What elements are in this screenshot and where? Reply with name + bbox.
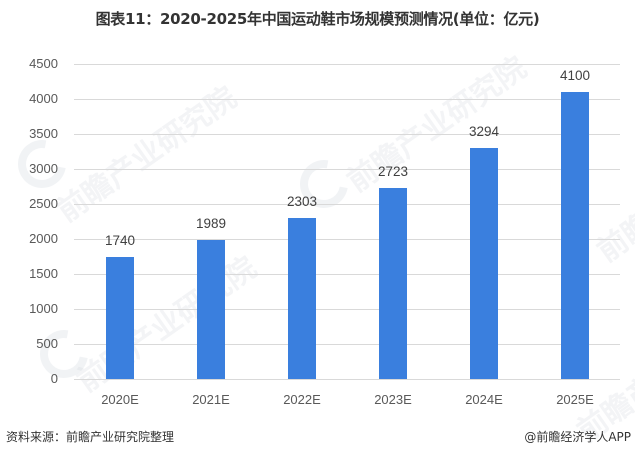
x-axis-line: [74, 379, 620, 380]
watermark-text: 前瞻产业研究院: [50, 80, 244, 230]
gridline: [74, 309, 620, 310]
x-tick-label: 2022E: [283, 392, 321, 407]
x-tick-label: 2023E: [374, 392, 412, 407]
watermark-text: 前瞻产业研究院: [70, 250, 264, 400]
y-tick-label: 500: [36, 336, 58, 351]
gridline: [74, 204, 620, 205]
source-note: 资料来源：前瞻产业研究院整理: [6, 430, 175, 444]
gridline: [74, 99, 620, 100]
watermark-text: 前瞻产业研究院: [590, 120, 635, 270]
bar: [379, 188, 407, 379]
gridline: [74, 134, 620, 135]
bar: [288, 218, 316, 379]
y-tick-label: 4000: [29, 91, 58, 106]
bar: [197, 240, 225, 379]
y-tick-label: 1500: [29, 266, 58, 281]
gridline: [74, 344, 620, 345]
data-label: 2303: [286, 194, 318, 209]
bar: [561, 92, 589, 379]
gridline: [74, 169, 620, 170]
x-tick-label: 2020E: [101, 392, 139, 407]
y-tick-label: 2000: [29, 231, 58, 246]
data-label: 1989: [195, 216, 227, 231]
y-tick-label: 0: [50, 371, 58, 386]
gridline: [74, 274, 620, 275]
x-tick-label: 2025E: [556, 392, 594, 407]
bar: [106, 257, 134, 379]
gridline: [74, 64, 620, 65]
y-tick-label: 3500: [29, 126, 58, 141]
y-tick-label: 4500: [29, 56, 58, 71]
data-label: 3294: [468, 124, 500, 139]
data-label: 4100: [559, 68, 591, 83]
bar: [470, 148, 498, 379]
x-tick-label: 2024E: [465, 392, 503, 407]
credit-note: @前瞻经济学人APP: [524, 430, 631, 444]
data-label: 2723: [377, 164, 409, 179]
x-tick-label: 2021E: [192, 392, 230, 407]
y-tick-label: 1000: [29, 301, 58, 316]
y-tick-label: 3000: [29, 161, 58, 176]
gridline: [74, 239, 620, 240]
chart-title: 图表11：2020-2025年中国运动鞋市场规模预测情况(单位：亿元): [95, 10, 540, 28]
y-tick-label: 2500: [29, 196, 58, 211]
data-label: 1740: [104, 233, 136, 248]
